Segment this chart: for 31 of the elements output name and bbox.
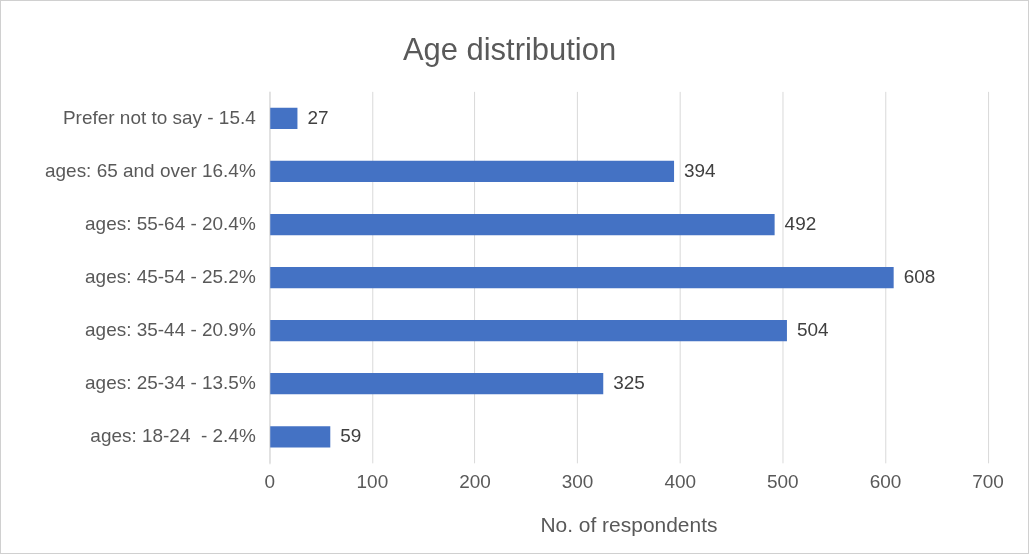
y-tick-label: ages: 35-44 - 20.9% [85, 318, 256, 340]
x-axis-title: No. of respondents [540, 513, 718, 537]
x-tick-label: 300 [561, 470, 594, 492]
x-tick-label: 0 [264, 470, 276, 492]
data-label: 608 [903, 265, 936, 287]
chart-title: Age distribution [402, 31, 617, 67]
bar [270, 107, 298, 130]
x-tick-label: 100 [356, 470, 389, 492]
y-tick-label: ages: 18-24 - 2.4% [90, 425, 256, 446]
bar [270, 320, 787, 342]
x-tick-label: 200 [459, 470, 491, 492]
bar [270, 266, 894, 289]
y-tick-label: ages: 45-54 - 25.2% [85, 265, 256, 287]
data-label: 27 [307, 106, 329, 128]
data-label: 394 [684, 159, 716, 181]
y-tick-label: ages: 65 and over 16.4% [45, 159, 256, 181]
x-tick-label: 700 [972, 470, 1004, 492]
x-tick-label: 600 [869, 470, 902, 492]
data-label: 325 [613, 371, 645, 393]
bar [270, 160, 675, 183]
bar [270, 426, 331, 448]
bar [270, 213, 775, 236]
data-label: 492 [784, 212, 817, 234]
data-label: 59 [340, 425, 362, 446]
data-label: 504 [796, 318, 829, 340]
x-tick-label: 400 [664, 470, 697, 492]
y-tick-label: ages: 55-64 - 20.4% [85, 212, 256, 234]
y-tick-label: Prefer not to say - 15.4 [62, 106, 256, 128]
y-tick-label: ages: 25-34 - 13.5% [85, 371, 256, 393]
bar [270, 373, 604, 395]
x-tick-label: 500 [767, 470, 799, 492]
